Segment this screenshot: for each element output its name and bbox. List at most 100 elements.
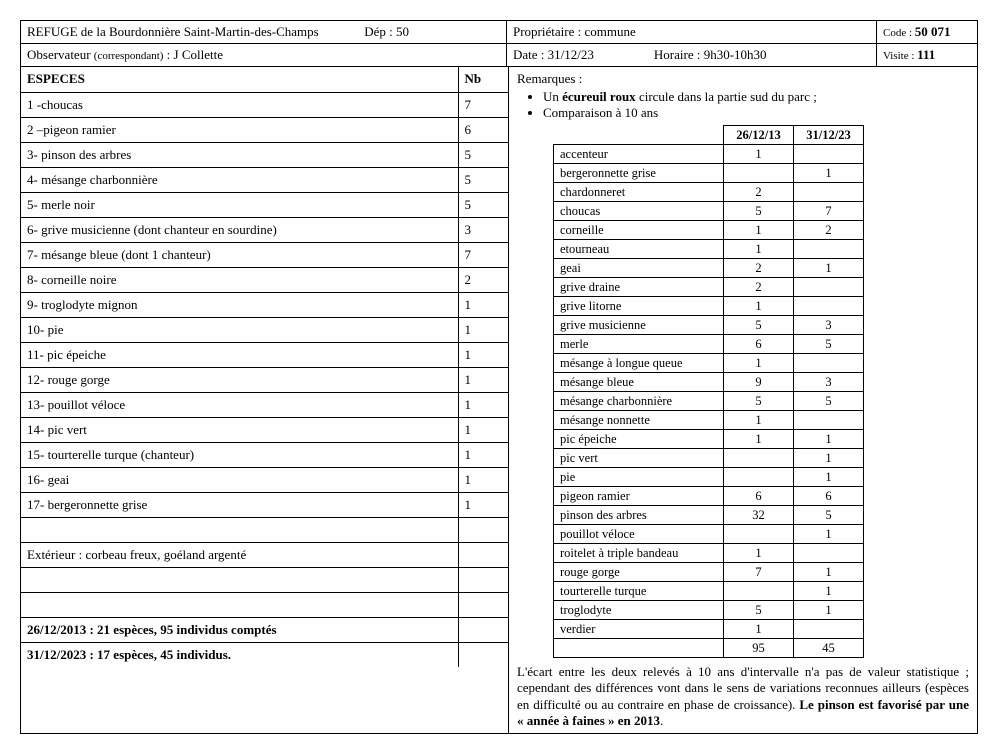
species-header-nb: Nb xyxy=(458,67,508,92)
comparison-val-2013 xyxy=(724,468,794,487)
visit-label: Visite : xyxy=(883,50,917,62)
comparison-val-2013: 1 xyxy=(724,240,794,259)
conclusion-paragraph: L'écart entre les deux relevés à 10 ans … xyxy=(517,664,969,729)
date-time-cell: Date : 31/12/23 Horaire : 9h30-10h30 xyxy=(507,44,877,67)
species-name: 16- geai xyxy=(21,467,458,492)
comparison-val-2023: 1 xyxy=(794,525,864,544)
date-label: Date : xyxy=(513,47,548,62)
comparison-val-2013: 2 xyxy=(724,278,794,297)
species-row: 5- merle noir5 xyxy=(21,192,508,217)
species-row: 3- pinson des arbres5 xyxy=(21,142,508,167)
comparison-h2: 31/12/23 xyxy=(794,126,864,145)
comparison-species: pinson des arbres xyxy=(554,506,724,525)
comparison-row: pouillot véloce1 xyxy=(554,525,864,544)
species-name: 15- tourterelle turque (chanteur) xyxy=(21,442,458,467)
species-nb: 5 xyxy=(458,167,508,192)
owner-label: Propriétaire : xyxy=(513,24,584,39)
comparison-val-2023 xyxy=(794,240,864,259)
comparison-val-2013: 1 xyxy=(724,221,794,240)
exterior-text: Extérieur : corbeau freux, goéland argen… xyxy=(21,542,458,567)
species-nb: 1 xyxy=(458,492,508,517)
comparison-val-2013: 32 xyxy=(724,506,794,525)
comparison-val-2013 xyxy=(724,164,794,183)
species-name: 12- rouge gorge xyxy=(21,367,458,392)
comparison-row: tourterelle turque1 xyxy=(554,582,864,601)
summary-2023-row: 31/12/2023 : 17 espèces, 45 individus. xyxy=(21,642,508,667)
species-row: 17- bergeronnette grise1 xyxy=(21,492,508,517)
species-nb: 1 xyxy=(458,292,508,317)
species-nb: 1 xyxy=(458,342,508,367)
species-row: 1 -choucas7 xyxy=(21,92,508,117)
comparison-species: verdier xyxy=(554,620,724,639)
conclusion-post: . xyxy=(660,713,663,728)
comparison-header-row: 26/12/13 31/12/23 xyxy=(554,126,864,145)
species-row: 15- tourterelle turque (chanteur)1 xyxy=(21,442,508,467)
code-value: 50 071 xyxy=(915,24,951,39)
comparison-val-2013: 1 xyxy=(724,145,794,164)
comparison-species: tourterelle turque xyxy=(554,582,724,601)
comparison-val-2023 xyxy=(794,411,864,430)
summary-2023: 31/12/2023 : 17 espèces, 45 individus. xyxy=(27,647,231,662)
species-name: 17- bergeronnette grise xyxy=(21,492,458,517)
comparison-val-2013: 5 xyxy=(724,601,794,620)
species-nb: 2 xyxy=(458,267,508,292)
species-name: 6- grive musicienne (dont chanteur en so… xyxy=(21,217,458,242)
comparison-species: mésange à longue queue xyxy=(554,354,724,373)
time-value: 9h30-10h30 xyxy=(704,47,767,62)
comparison-table: 26/12/13 31/12/23 accenteur1bergeronnett… xyxy=(553,125,864,658)
comparison-row: pic vert1 xyxy=(554,449,864,468)
remarques-bullets: Un écureuil roux circule dans la partie … xyxy=(517,89,969,121)
comparison-species: mésange charbonnière xyxy=(554,392,724,411)
comparison-species: grive litorne xyxy=(554,297,724,316)
species-nb: 1 xyxy=(458,442,508,467)
comparison-val-2013: 9 xyxy=(724,373,794,392)
comparison-row: pie1 xyxy=(554,468,864,487)
comparison-species: roitelet à triple bandeau xyxy=(554,544,724,563)
comparison-species: troglodyte xyxy=(554,601,724,620)
comparison-val-2013: 5 xyxy=(724,202,794,221)
comparison-species: pic vert xyxy=(554,449,724,468)
species-nb: 3 xyxy=(458,217,508,242)
comparison-val-2023: 7 xyxy=(794,202,864,221)
species-row: 8- corneille noire2 xyxy=(21,267,508,292)
comparison-species: geai xyxy=(554,259,724,278)
comparison-val-2013 xyxy=(724,525,794,544)
comparison-val-2013: 7 xyxy=(724,563,794,582)
code-cell: Code : 50 071 xyxy=(877,21,977,44)
comparison-val-2023: 1 xyxy=(794,164,864,183)
comparison-species: bergeronnette grise xyxy=(554,164,724,183)
comparison-val-2013: 1 xyxy=(724,544,794,563)
species-row: 16- geai1 xyxy=(21,467,508,492)
body-columns: ESPECES Nb 1 -choucas72 –pigeon ramier63… xyxy=(21,67,977,733)
species-nb: 5 xyxy=(458,192,508,217)
comparison-val-2023: 3 xyxy=(794,373,864,392)
comparison-total-2023: 45 xyxy=(794,639,864,658)
species-nb: 5 xyxy=(458,142,508,167)
comparison-val-2013: 2 xyxy=(724,259,794,278)
comparison-val-2023: 5 xyxy=(794,506,864,525)
exterior-row: Extérieur : corbeau freux, goéland argen… xyxy=(21,542,508,567)
species-name: 1 -choucas xyxy=(21,92,458,117)
observer-cell: Observateur (correspondant) : J Collette xyxy=(21,44,507,67)
species-name: 5- merle noir xyxy=(21,192,458,217)
comparison-val-2023: 1 xyxy=(794,259,864,278)
species-row: 7- mésange bleue (dont 1 chanteur)7 xyxy=(21,242,508,267)
species-name: 13- pouillot véloce xyxy=(21,392,458,417)
comparison-val-2013: 6 xyxy=(724,487,794,506)
comparison-val-2013: 5 xyxy=(724,392,794,411)
comparison-val-2023: 3 xyxy=(794,316,864,335)
header-row-1: REFUGE de la Bourdonnière Saint-Martin-d… xyxy=(21,21,977,44)
species-nb: 1 xyxy=(458,367,508,392)
comparison-val-2023 xyxy=(794,544,864,563)
comparison-val-2023: 2 xyxy=(794,221,864,240)
form-container: REFUGE de la Bourdonnière Saint-Martin-d… xyxy=(20,20,978,734)
dep-label: Dép : xyxy=(364,24,396,39)
comparison-species: etourneau xyxy=(554,240,724,259)
observer-paren: (correspondant) xyxy=(94,50,164,62)
comparison-row: rouge gorge71 xyxy=(554,563,864,582)
species-row: 13- pouillot véloce1 xyxy=(21,392,508,417)
comparison-row: verdier1 xyxy=(554,620,864,639)
comparison-val-2013: 1 xyxy=(724,430,794,449)
owner-cell: Propriétaire : commune xyxy=(507,21,877,44)
species-name: 2 –pigeon ramier xyxy=(21,117,458,142)
